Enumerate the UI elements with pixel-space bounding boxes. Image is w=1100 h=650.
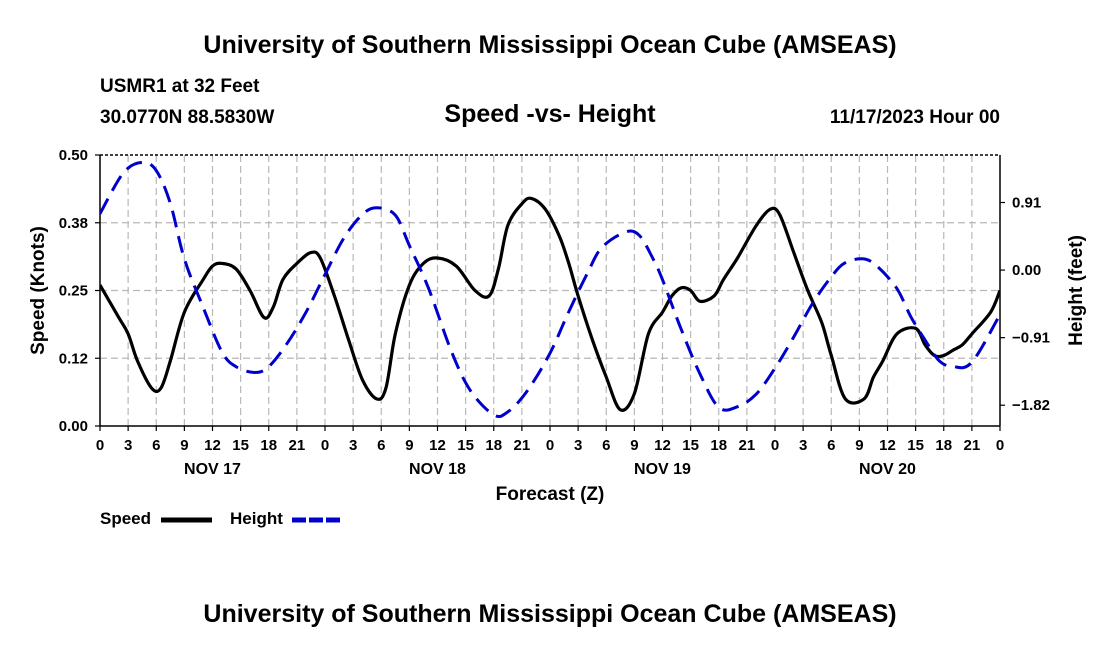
y-axis-right-title: Height (feet) bbox=[1066, 235, 1087, 346]
x-tick-label: 21 bbox=[739, 437, 756, 454]
x-tick-label: 21 bbox=[964, 437, 981, 454]
x-tick-label: 6 bbox=[377, 437, 385, 454]
x-tick-label: 12 bbox=[654, 437, 671, 454]
x-tick-label: 6 bbox=[152, 437, 160, 454]
x-tick-label: 9 bbox=[180, 437, 188, 454]
x-tick-label: 15 bbox=[682, 437, 699, 454]
right-tick-label: −0.91 bbox=[1012, 330, 1050, 347]
x-tick-label: 21 bbox=[514, 437, 531, 454]
day-label: NOV 19 bbox=[634, 461, 691, 478]
right-tick-label: −1.82 bbox=[1012, 397, 1050, 414]
chart-subtitle: Speed -vs- Height bbox=[444, 100, 656, 128]
x-tick-label: 18 bbox=[485, 437, 502, 454]
chart-title-top: University of Southern Mississippi Ocean… bbox=[203, 31, 897, 59]
x-tick-label: 0 bbox=[771, 437, 779, 454]
forecast-date-label: 11/17/2023 Hour 00 bbox=[829, 107, 1000, 128]
legend-height-label: Height bbox=[230, 509, 283, 528]
x-tick-label: 3 bbox=[574, 437, 582, 454]
x-tick-label: 12 bbox=[879, 437, 896, 454]
x-tick-label: 18 bbox=[935, 437, 952, 454]
right-tick-label: 0.91 bbox=[1012, 195, 1041, 212]
day-label: NOV 18 bbox=[409, 461, 466, 478]
x-tick-label: 3 bbox=[124, 437, 132, 454]
left-tick-label: 0.00 bbox=[59, 418, 88, 435]
x-tick-label: 18 bbox=[260, 437, 277, 454]
chart-title-bottom: University of Southern Mississippi Ocean… bbox=[203, 600, 897, 628]
right-tick-label: 0.00 bbox=[1012, 262, 1041, 279]
day-label: NOV 17 bbox=[184, 461, 241, 478]
x-tick-label: 12 bbox=[204, 437, 221, 454]
x-tick-label: 21 bbox=[289, 437, 306, 454]
day-label: NOV 20 bbox=[859, 461, 916, 478]
x-tick-label: 0 bbox=[996, 437, 1004, 454]
x-tick-label: 6 bbox=[602, 437, 610, 454]
x-tick-label: 18 bbox=[710, 437, 727, 454]
x-tick-label: 6 bbox=[827, 437, 835, 454]
x-axis-title: Forecast (Z) bbox=[496, 484, 605, 505]
x-tick-label: 12 bbox=[429, 437, 446, 454]
y-axis-left-title: Speed (Knots) bbox=[28, 226, 49, 355]
x-tick-label: 0 bbox=[321, 437, 329, 454]
left-tick-label: 0.25 bbox=[59, 283, 88, 300]
legend-speed-label: Speed bbox=[100, 509, 152, 528]
x-tick-label: 0 bbox=[546, 437, 554, 454]
series-line-height bbox=[100, 160, 1000, 419]
series-line-speed bbox=[100, 196, 1000, 412]
x-tick-label: 15 bbox=[457, 437, 474, 454]
x-tick-label: 9 bbox=[405, 437, 413, 454]
coordinates-label: 30.0770N 88.5830W bbox=[100, 107, 275, 128]
x-tick-label: 3 bbox=[349, 437, 357, 454]
left-tick-label: 0.12 bbox=[59, 350, 88, 367]
x-tick-label: 15 bbox=[232, 437, 249, 454]
x-tick-label: 0 bbox=[96, 437, 104, 454]
station-label: USMR1 at 32 Feet bbox=[100, 76, 260, 97]
left-tick-label: 0.50 bbox=[59, 147, 88, 164]
x-tick-label: 9 bbox=[630, 437, 638, 454]
left-tick-label: 0.38 bbox=[59, 215, 88, 232]
x-tick-label: 9 bbox=[855, 437, 863, 454]
x-tick-label: 15 bbox=[907, 437, 924, 454]
x-tick-label: 3 bbox=[799, 437, 807, 454]
